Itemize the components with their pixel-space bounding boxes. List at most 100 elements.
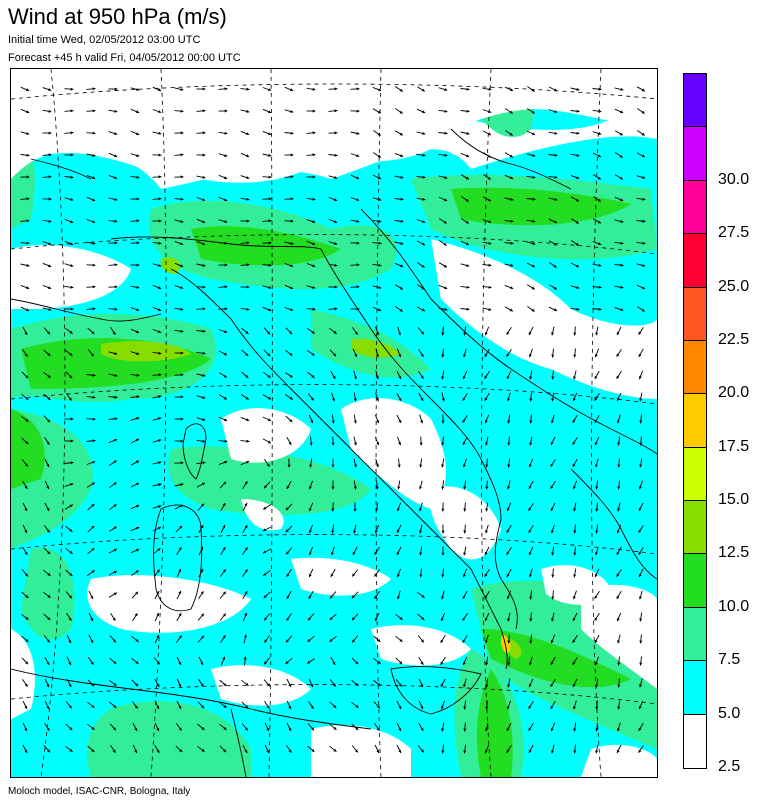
fill-zone [11, 69, 657, 179]
wind-arrow [64, 109, 74, 113]
wind-arrow [350, 131, 360, 135]
wind-arrow [42, 284, 52, 290]
wind-arrow [86, 196, 96, 202]
wind-arrow [550, 700, 556, 710]
wind-arrow [263, 657, 271, 665]
wind-arrow [110, 326, 116, 336]
wind-arrow [306, 307, 316, 311]
wind-arrow [309, 458, 313, 468]
wind-arrow [417, 591, 425, 599]
wind-arrow [286, 612, 292, 622]
wind-arrow [42, 153, 52, 157]
wind-arrow [419, 436, 423, 446]
wind-arrow [594, 348, 600, 358]
wind-arrow [395, 657, 403, 665]
wind-arrow [592, 218, 602, 224]
wind-arrow [152, 153, 162, 157]
wind-arrow [463, 326, 467, 336]
wind-arrow [440, 656, 446, 666]
wind-arrow [20, 306, 30, 312]
wind-arrow [417, 284, 425, 290]
fill-zone [371, 625, 471, 666]
wind-arrow [174, 483, 184, 487]
wind-arrow [66, 656, 72, 666]
wind-map [10, 68, 658, 778]
wind-arrow [416, 240, 426, 246]
wind-arrow [504, 174, 514, 180]
wind-arrow [529, 436, 533, 446]
wind-arrow [87, 547, 95, 555]
wind-arrow [176, 546, 182, 556]
wind-arrow [174, 153, 184, 157]
wind-arrow [614, 108, 624, 114]
wind-arrow [284, 284, 294, 290]
wind-arrow [571, 218, 579, 224]
wind-arrow [463, 348, 467, 358]
wind-arrow [595, 678, 599, 688]
wind-arrow [131, 570, 139, 576]
wind-arrow [240, 219, 250, 223]
wind-arrow [331, 524, 335, 534]
wind-arrow [551, 392, 555, 402]
wind-arrow [572, 480, 578, 490]
wind-arrow [396, 744, 402, 754]
wind-arrow [506, 370, 512, 380]
wind-arrow [570, 196, 580, 202]
wind-arrow [636, 86, 646, 92]
wind-arrow [528, 744, 534, 754]
wind-arrow [154, 590, 160, 600]
wind-arrow [482, 130, 492, 136]
wind-arrow [174, 439, 184, 443]
wind-arrow [174, 87, 184, 91]
wind-arrow [418, 700, 424, 710]
wind-arrow [198, 591, 204, 599]
wind-arrow [528, 326, 534, 336]
wind-arrow [570, 262, 580, 268]
wind-arrow [463, 524, 467, 534]
wind-arrow [130, 438, 140, 444]
wind-arrow [331, 392, 335, 402]
wind-arrow [639, 458, 643, 468]
wind-arrow [463, 744, 467, 754]
wind-arrow [485, 502, 489, 512]
wind-arrow [331, 502, 335, 512]
wind-arrow [22, 700, 28, 710]
wind-arrow [306, 197, 316, 201]
wind-arrow [526, 197, 536, 201]
wind-arrow [528, 678, 534, 688]
wind-arrow [130, 285, 140, 289]
wind-arrow [218, 394, 228, 400]
wind-arrow [570, 307, 580, 311]
wind-arrow [615, 152, 623, 158]
wind-arrow [439, 240, 447, 246]
wind-arrow [109, 701, 117, 709]
wind-arrow [595, 326, 599, 336]
wind-arrow [86, 307, 96, 311]
wind-arrow [307, 723, 315, 731]
wind-arrow [395, 635, 403, 643]
wind-arrow [64, 153, 74, 157]
wind-arrow [42, 307, 52, 311]
wind-arrow [109, 481, 117, 489]
wind-arrow [485, 436, 489, 446]
wind-arrow [108, 460, 118, 466]
wind-arrow [42, 197, 52, 201]
wind-arrow [66, 678, 72, 688]
wind-arrow [572, 392, 578, 402]
wind-arrow [64, 483, 74, 487]
wind-arrow [218, 307, 228, 311]
wind-arrow [152, 373, 162, 377]
wind-arrow [614, 219, 624, 223]
wind-arrow [240, 263, 250, 267]
wind-arrow [152, 351, 162, 355]
wind-arrow [441, 392, 445, 402]
wind-arrow [218, 174, 228, 180]
wind-arrow [65, 591, 73, 599]
wind-arrow [263, 635, 271, 643]
wind-arrow [616, 744, 622, 754]
wind-arrow [594, 414, 600, 424]
wind-arrow [441, 414, 445, 424]
fill-zone [507, 639, 522, 659]
wind-arrow [595, 656, 599, 666]
wind-arrow [21, 613, 29, 621]
